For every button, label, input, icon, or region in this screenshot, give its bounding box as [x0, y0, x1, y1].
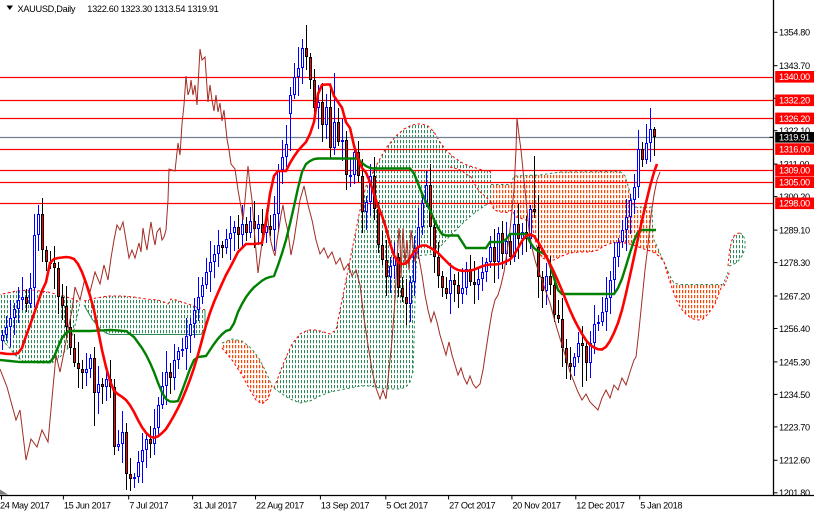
- svg-text:13 Sep 2017: 13 Sep 2017: [321, 501, 370, 511]
- svg-text:31 Jul 2017: 31 Jul 2017: [193, 501, 237, 511]
- svg-text:1278.30: 1278.30: [779, 258, 810, 268]
- svg-text:1298.00: 1298.00: [779, 199, 810, 209]
- svg-text:1234.50: 1234.50: [779, 390, 810, 400]
- svg-text:1212.60: 1212.60: [779, 456, 810, 466]
- svg-text:1343.70: 1343.70: [779, 61, 810, 71]
- svg-text:5 Oct 2017: 5 Oct 2017: [386, 501, 428, 511]
- svg-text:1319.91: 1319.91: [779, 133, 810, 143]
- svg-text:1305.00: 1305.00: [779, 178, 810, 188]
- svg-text:24 May 2017: 24 May 2017: [0, 501, 50, 511]
- svg-text:5 Jan 2018: 5 Jan 2018: [640, 501, 682, 511]
- svg-text:7 Jul 2017: 7 Jul 2017: [129, 501, 168, 511]
- svg-text:1256.40: 1256.40: [779, 324, 810, 334]
- svg-text:1322.10: 1322.10: [779, 126, 810, 136]
- svg-text:27 Oct 2017: 27 Oct 2017: [449, 501, 495, 511]
- svg-text:1223.70: 1223.70: [779, 422, 810, 432]
- svg-text:12 Dec 2017: 12 Dec 2017: [576, 501, 624, 511]
- svg-text:1354.80: 1354.80: [779, 28, 810, 38]
- svg-text:22 Aug 2017: 22 Aug 2017: [256, 501, 304, 511]
- svg-text:15 Jun 2017: 15 Jun 2017: [64, 501, 111, 511]
- svg-text:1300.20: 1300.20: [779, 192, 810, 202]
- svg-text:1267.20: 1267.20: [779, 291, 810, 301]
- svg-text:1322.60 1323.30 1313.54 1319.9: 1322.60 1323.30 1313.54 1319.91: [87, 4, 218, 14]
- svg-text:1316.00: 1316.00: [779, 145, 810, 155]
- svg-text:1201.80: 1201.80: [779, 488, 810, 498]
- svg-text:1309.00: 1309.00: [779, 166, 810, 176]
- svg-text:1326.20: 1326.20: [779, 114, 810, 124]
- svg-text:1245.30: 1245.30: [779, 357, 810, 367]
- svg-text:1289.10: 1289.10: [779, 226, 810, 236]
- svg-text:20 Nov 2017: 20 Nov 2017: [512, 501, 560, 511]
- svg-text:XAUUSD,Daily: XAUUSD,Daily: [18, 4, 76, 14]
- svg-text:1340.00: 1340.00: [779, 72, 810, 82]
- svg-text:1332.20: 1332.20: [779, 96, 810, 106]
